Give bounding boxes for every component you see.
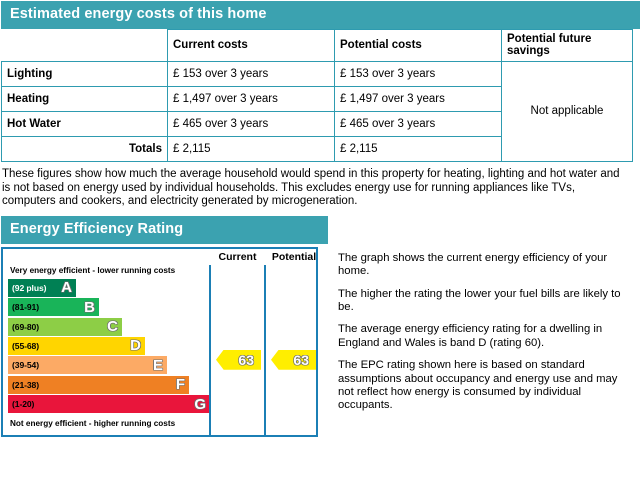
band-range-g: (1-20) [12,399,35,410]
column-header-potential-future-savings: Potential future savings [501,29,633,62]
band-bar-f: (21-38) F [8,375,189,394]
energy-costs-table: Current costs Potential costs Potential … [1,29,633,162]
rating-band-bars: (92 plus) A (81-91) B (69-80) C (55-68) … [8,278,210,415]
column-divider-right [264,264,266,437]
band-range-f: (21-38) [12,379,40,390]
very-efficient-note: Very energy efficient - lower running co… [10,265,176,275]
energy-efficiency-rating-header: Energy Efficiency Rating [1,215,328,244]
rating-paragraph-1: The graph shows the current energy effic… [338,251,608,278]
row-label-hot-water: Hot Water [1,111,168,137]
rating-paragraph-3: The average energy efficiency rating for… [338,323,603,349]
band-letter-g: G [194,395,206,413]
band-range-a: (92 plus) [12,282,47,293]
column-header-current: Current [218,250,257,263]
not-efficient-note: Not energy efficient - higher running co… [10,418,176,428]
row-label-heating: Heating [1,86,168,112]
cell-potential-future-savings: Not applicable [501,61,633,162]
row-label-totals: Totals [1,136,168,162]
band-bar-g: (1-20) G [8,395,210,414]
column-header-blank [1,29,168,62]
band-letter-e: E [152,356,163,374]
column-header-potential: Potential [271,250,317,263]
rating-explanation-panel: The graph shows the current energy effic… [338,252,626,422]
rating-chart-box: Very energy efficient - lower running co… [1,246,318,439]
estimated-energy-costs-header: Estimated energy costs of this home [1,1,640,29]
band-letter-b: B [84,298,95,316]
column-header-current-costs: Current costs [167,29,335,62]
table-row-totals: Totals £ 2,115 £ 2,115 [1,136,633,162]
table-row: Lighting £ 153 over 3 years £ 153 over 3… [1,61,633,162]
row-label-lighting: Lighting [1,61,168,87]
band-bar-b: (81-91) B [8,298,99,317]
cell-hot-water-potential: £ 465 over 3 years [334,111,502,137]
current-rating-arrow: 63 [216,349,261,370]
column-divider-left [209,264,211,437]
table-header-row: Current costs Potential costs Potential … [1,29,633,62]
energy-efficiency-rating-section: Very energy efficient - lower running co… [0,244,640,442]
rating-bands-area: Very energy efficient - lower running co… [3,249,210,439]
cell-heating-current: £ 1,497 over 3 years [167,86,335,112]
band-range-c: (69-80) [12,321,40,332]
band-letter-f: F [175,376,185,394]
energy-costs-explanation: These figures show how much the average … [2,168,620,208]
rating-paragraph-2: The higher the rating the lower your fue… [338,287,621,313]
band-letter-d: D [130,337,141,355]
cell-lighting-potential: £ 153 over 3 years [334,61,502,87]
cell-totals-potential: £ 2,115 [334,136,502,162]
cell-totals-current: £ 2,115 [167,136,335,162]
cell-hot-water-current: £ 465 over 3 years [167,111,335,137]
band-bar-e: (39-54) E [8,356,167,375]
potential-rating-arrow: 63 [271,349,316,370]
band-range-b: (81-91) [12,302,40,313]
band-bar-c: (69-80) C [8,317,122,336]
table-row: Hot Water £ 465 over 3 years £ 465 over … [1,111,633,137]
cell-lighting-current: £ 153 over 3 years [167,61,335,87]
band-bar-a: (92 plus) A [8,278,76,297]
band-range-d: (55-68) [12,340,40,351]
rating-paragraph-4: The EPC rating shown here is based on st… [338,359,618,412]
table-row: Heating £ 1,497 over 3 years £ 1,497 ove… [1,86,633,112]
band-letter-a: A [61,279,72,297]
band-bar-d: (55-68) D [8,336,145,355]
band-letter-c: C [107,318,118,336]
cell-heating-potential: £ 1,497 over 3 years [334,86,502,112]
band-range-e: (39-54) [12,360,40,371]
column-header-potential-costs: Potential costs [334,29,502,62]
